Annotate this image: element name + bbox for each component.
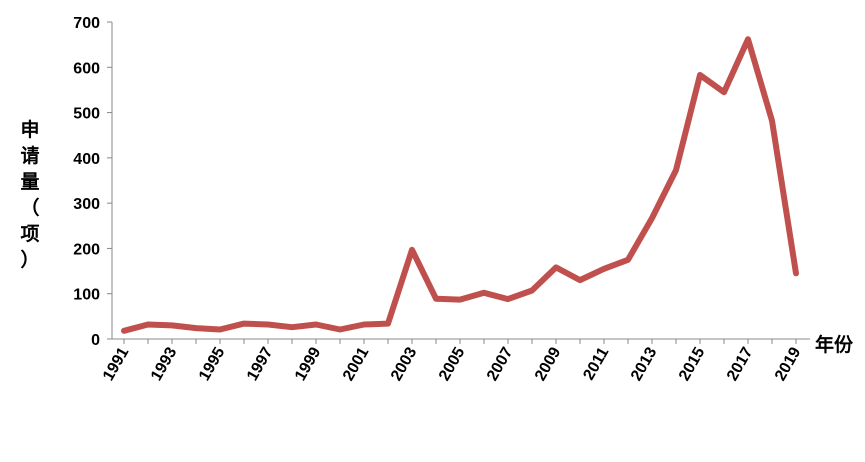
data-point	[770, 118, 774, 123]
data-point	[530, 288, 534, 293]
x-axis-ticks: 1991 1993 1995 1997 1999 2001 2003 2005 2007 2009…	[100, 339, 805, 384]
x-tick-label: 2019	[772, 344, 805, 383]
data-point	[266, 322, 270, 327]
series-line	[121, 36, 799, 334]
data-point	[194, 326, 198, 331]
data-point	[338, 327, 342, 332]
data-point	[506, 297, 510, 302]
y-tick-label: 200	[73, 241, 100, 258]
data-point	[146, 322, 150, 327]
x-tick-label: 2011	[580, 344, 612, 383]
x-tick-label: 2001	[340, 344, 373, 383]
data-point	[242, 321, 246, 326]
data-point	[794, 271, 798, 276]
data-point	[698, 72, 702, 77]
series-group	[121, 36, 799, 334]
data-point	[626, 257, 630, 262]
data-point	[218, 327, 222, 332]
data-point	[554, 265, 558, 270]
x-tick-label: 2017	[724, 344, 757, 383]
x-tick-label: 1993	[148, 344, 181, 383]
chart-axes	[111, 22, 810, 340]
y-axis-title: 申请量（项）	[20, 118, 39, 271]
x-tick-label: 1995	[196, 344, 229, 383]
x-axis-title: 年份	[815, 333, 854, 356]
x-tick-label: 2005	[436, 344, 469, 383]
x-tick-label: 1999	[292, 344, 325, 383]
y-tick-label: 0	[91, 332, 100, 349]
data-point	[578, 278, 582, 283]
y-axis-ticks: 0 100 200 300 400 500 600 700	[73, 15, 112, 349]
x-tick-label: 1997	[244, 344, 277, 383]
data-point	[410, 247, 414, 252]
data-point	[746, 37, 750, 42]
x-tick-label: 2015	[676, 344, 709, 383]
data-point	[290, 325, 294, 330]
data-point	[722, 90, 726, 95]
data-point	[122, 328, 126, 333]
data-point	[434, 296, 438, 301]
y-tick-label: 400	[73, 151, 100, 168]
data-point	[314, 322, 318, 327]
data-point	[482, 290, 486, 295]
data-point	[170, 323, 174, 328]
x-tick-label: 2013	[628, 344, 661, 383]
data-point	[602, 266, 606, 271]
x-tick-label: 2003	[388, 344, 421, 383]
data-point	[458, 297, 462, 302]
x-tick-label: 1991	[100, 344, 133, 383]
data-point	[674, 168, 678, 173]
data-point	[650, 216, 654, 221]
y-tick-label: 300	[73, 196, 100, 213]
data-point	[386, 321, 390, 326]
y-tick-label: 100	[73, 287, 100, 304]
y-tick-label: 500	[73, 106, 100, 123]
y-tick-label: 700	[73, 15, 100, 32]
data-point	[362, 322, 366, 327]
y-tick-label: 600	[73, 60, 100, 77]
x-tick-label: 2007	[484, 344, 517, 383]
x-tick-label: 2009	[532, 344, 565, 383]
